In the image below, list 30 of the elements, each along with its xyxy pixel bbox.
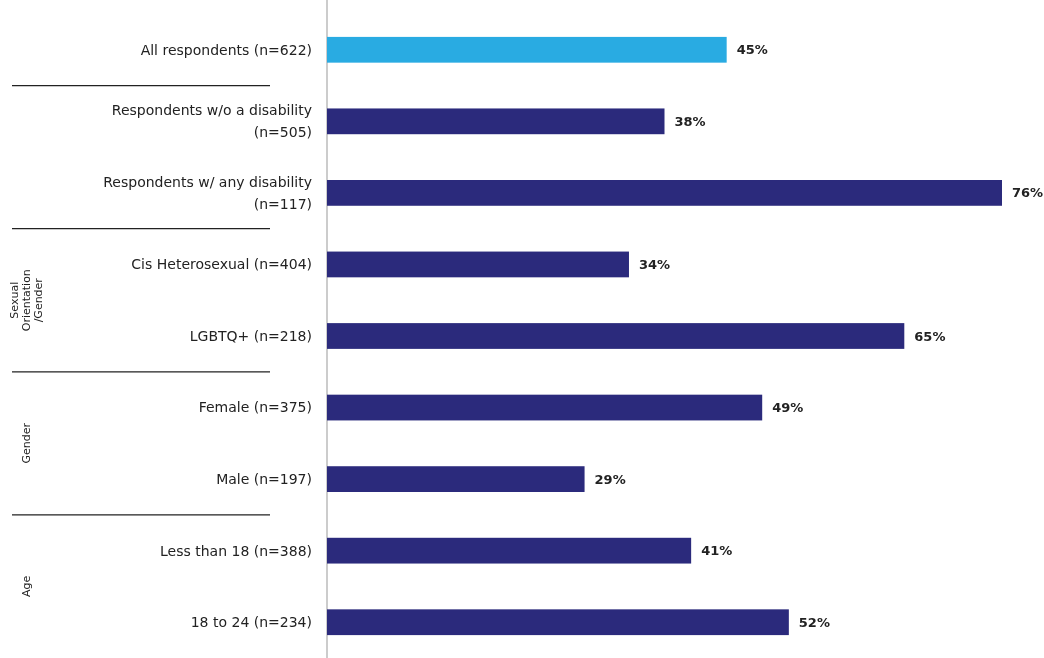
bar xyxy=(327,180,1002,206)
bar xyxy=(327,251,629,278)
y-tick-label: Cis Heterosexual (n=404) xyxy=(131,256,312,273)
bar xyxy=(327,36,727,63)
y-tick-label: Respondents w/o a disability (n=505) xyxy=(111,102,312,141)
y-tick-label: LGBTQ+ (n=218) xyxy=(189,327,312,344)
y-tick-label: All respondents (n=622) xyxy=(140,41,312,58)
data-label: 52% xyxy=(798,614,830,630)
y-tick-label: Respondents w/ any disability (n=117) xyxy=(103,173,312,212)
data-label: 29% xyxy=(594,471,626,487)
y-tick-label: Female (n=375) xyxy=(198,399,312,416)
data-label: 45% xyxy=(736,42,768,58)
data-label: 38% xyxy=(674,113,706,129)
bar xyxy=(327,108,665,135)
data-label: 34% xyxy=(638,256,671,272)
data-label: 76% xyxy=(1012,185,1044,201)
bar xyxy=(327,609,789,636)
text: Sexual Orientation /Gender xyxy=(7,269,46,332)
y-tick-label: 18 to 24 (n=234) xyxy=(190,614,312,631)
data-label: 65% xyxy=(914,328,946,344)
data-label: 41% xyxy=(701,543,733,559)
y-tick-label: Male (n=197) xyxy=(216,471,312,488)
text: Age xyxy=(20,575,33,598)
data-label: 49% xyxy=(772,400,804,416)
bar xyxy=(327,466,585,492)
bar xyxy=(327,537,692,564)
y-tick-label: Less than 18 (n=388) xyxy=(160,542,312,559)
bar xyxy=(327,394,763,421)
text: Gender xyxy=(20,422,33,464)
bar xyxy=(327,323,905,349)
